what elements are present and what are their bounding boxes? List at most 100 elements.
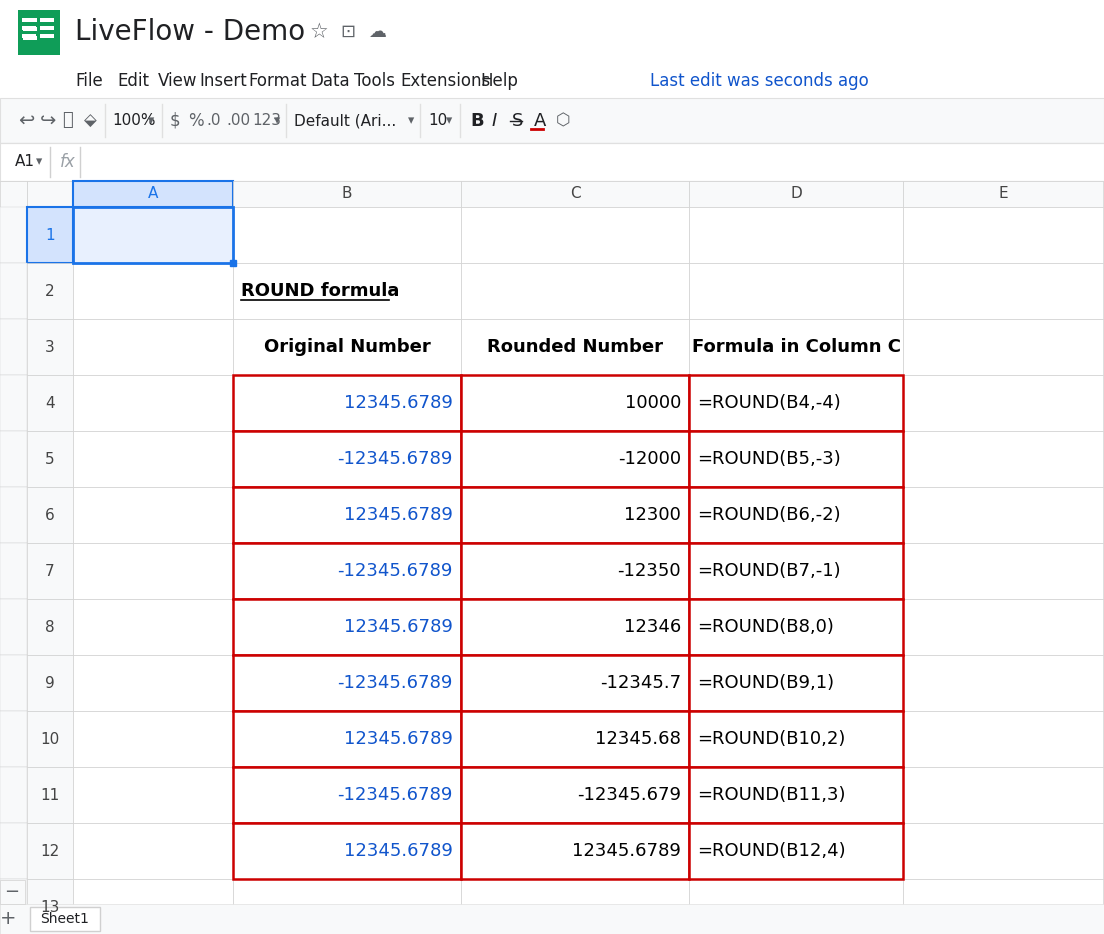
Text: Formula in Column C: Formula in Column C xyxy=(691,338,901,356)
Bar xyxy=(26,431,73,487)
Text: 10000: 10000 xyxy=(625,394,681,412)
Text: ▾: ▾ xyxy=(274,114,280,127)
Bar xyxy=(18,10,60,55)
Text: ROUND formula: ROUND formula xyxy=(241,282,400,300)
Bar xyxy=(689,711,903,767)
Bar xyxy=(23,36,38,40)
Text: ▾: ▾ xyxy=(36,155,42,168)
Bar xyxy=(233,711,461,767)
Bar xyxy=(903,263,1103,319)
Text: ▾: ▾ xyxy=(446,114,453,127)
Text: 4: 4 xyxy=(45,395,55,411)
Text: %: % xyxy=(188,111,203,130)
Bar xyxy=(26,263,73,319)
Bar xyxy=(903,487,1103,543)
Bar xyxy=(73,181,233,207)
Bar xyxy=(0,98,1104,143)
Text: ▾: ▾ xyxy=(148,114,155,127)
Bar xyxy=(461,767,689,823)
Bar xyxy=(233,487,461,543)
Text: fx: fx xyxy=(60,153,76,171)
Bar xyxy=(233,823,461,879)
Bar xyxy=(461,823,689,879)
Text: -12345.679: -12345.679 xyxy=(577,786,681,804)
Bar xyxy=(233,207,461,263)
Bar xyxy=(0,65,1104,98)
Bar xyxy=(30,907,100,931)
Text: 12345.6789: 12345.6789 xyxy=(344,730,453,748)
Bar xyxy=(903,879,1103,934)
Text: 3: 3 xyxy=(45,339,55,355)
Bar xyxy=(26,181,73,207)
Bar xyxy=(233,319,461,375)
Bar xyxy=(22,34,36,38)
Bar xyxy=(0,375,26,431)
Bar xyxy=(233,543,461,599)
Text: 5: 5 xyxy=(45,451,55,466)
Text: ▾: ▾ xyxy=(408,114,414,127)
Bar xyxy=(0,904,1104,934)
Bar xyxy=(0,823,26,879)
Text: Data: Data xyxy=(310,73,350,91)
Bar xyxy=(461,375,689,431)
Text: =ROUND(B9,1): =ROUND(B9,1) xyxy=(697,674,835,692)
Bar xyxy=(461,767,689,823)
Bar xyxy=(461,431,689,487)
Bar xyxy=(689,655,903,711)
Bar xyxy=(689,319,903,375)
Bar xyxy=(689,487,903,543)
Bar xyxy=(689,431,903,487)
Bar xyxy=(233,767,461,823)
Text: Help: Help xyxy=(480,73,518,91)
Bar xyxy=(233,431,461,487)
Bar xyxy=(903,543,1103,599)
Bar xyxy=(0,207,26,263)
Text: 12345.6789: 12345.6789 xyxy=(344,618,453,636)
Text: 12345.6789: 12345.6789 xyxy=(572,842,681,860)
Bar xyxy=(233,375,461,431)
Text: E: E xyxy=(998,187,1008,202)
Bar xyxy=(903,207,1103,263)
Text: =ROUND(B10,2): =ROUND(B10,2) xyxy=(697,730,846,748)
Bar xyxy=(26,879,73,934)
Text: Rounded Number: Rounded Number xyxy=(487,338,664,356)
Text: =ROUND(B12,4): =ROUND(B12,4) xyxy=(697,842,846,860)
Bar xyxy=(233,655,461,711)
Text: 10: 10 xyxy=(41,731,60,746)
Bar xyxy=(23,27,38,31)
Text: B: B xyxy=(342,187,352,202)
Bar xyxy=(689,375,903,431)
Text: .00: .00 xyxy=(226,113,251,128)
Bar xyxy=(0,880,25,904)
Text: 11: 11 xyxy=(41,787,60,802)
Text: Last edit was seconds ago: Last edit was seconds ago xyxy=(650,73,869,91)
Bar xyxy=(73,375,233,431)
Bar xyxy=(689,487,903,543)
Bar xyxy=(73,767,233,823)
Text: File: File xyxy=(75,73,103,91)
Bar xyxy=(461,655,689,711)
Bar xyxy=(73,599,233,655)
Bar xyxy=(461,879,689,934)
Bar xyxy=(73,319,233,375)
Text: Default (Ari...: Default (Ari... xyxy=(294,113,396,128)
Bar xyxy=(26,319,73,375)
Text: I: I xyxy=(492,111,497,130)
Bar xyxy=(903,181,1103,207)
Bar xyxy=(233,543,461,599)
Text: LiveFlow - Demo: LiveFlow - Demo xyxy=(75,18,305,46)
Bar xyxy=(26,375,73,431)
Text: 12300: 12300 xyxy=(624,506,681,524)
Bar xyxy=(461,207,689,263)
Text: -12350: -12350 xyxy=(617,562,681,580)
Bar xyxy=(26,711,73,767)
Bar xyxy=(233,263,461,319)
Bar xyxy=(689,879,903,934)
Bar xyxy=(903,599,1103,655)
Text: 1: 1 xyxy=(45,228,55,243)
Bar xyxy=(233,431,461,487)
Text: ↩: ↩ xyxy=(18,111,34,130)
Bar xyxy=(903,375,1103,431)
Bar xyxy=(26,599,73,655)
Bar xyxy=(461,599,689,655)
